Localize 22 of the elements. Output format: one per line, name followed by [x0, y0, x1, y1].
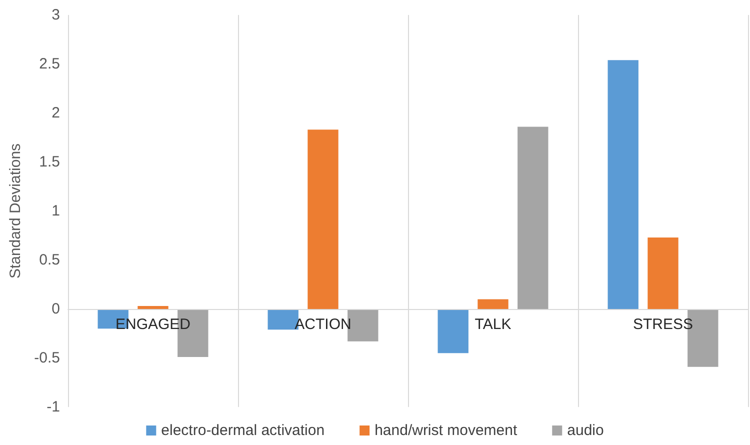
y-tick-label: 0: [52, 300, 60, 318]
bar: [518, 126, 548, 309]
bar: [308, 130, 338, 309]
bar: [138, 306, 168, 309]
x-tick-label: TALK: [474, 316, 512, 333]
y-tick-label: -1: [46, 398, 60, 416]
bar: [478, 299, 508, 309]
y-axis-title: Standard Deviations: [7, 143, 24, 279]
y-tick-label: -0.5: [34, 350, 60, 366]
y-tick-label: 1.5: [39, 154, 60, 170]
y-tick-label: 2.5: [39, 56, 60, 72]
y-tick-label: 2: [52, 104, 60, 122]
bar: [438, 309, 468, 354]
y-tick-label: 0.5: [39, 252, 60, 268]
y-tick-label: 1: [52, 202, 60, 220]
bar: [648, 237, 678, 309]
y-tick-label: 3: [52, 6, 60, 24]
legend-label: electro-dermal activation: [161, 422, 325, 439]
x-tick-label: STRESS: [632, 316, 694, 333]
bar: [608, 60, 638, 309]
legend-label: audio: [567, 422, 604, 439]
legend-label: hand/wrist movement: [374, 422, 518, 439]
